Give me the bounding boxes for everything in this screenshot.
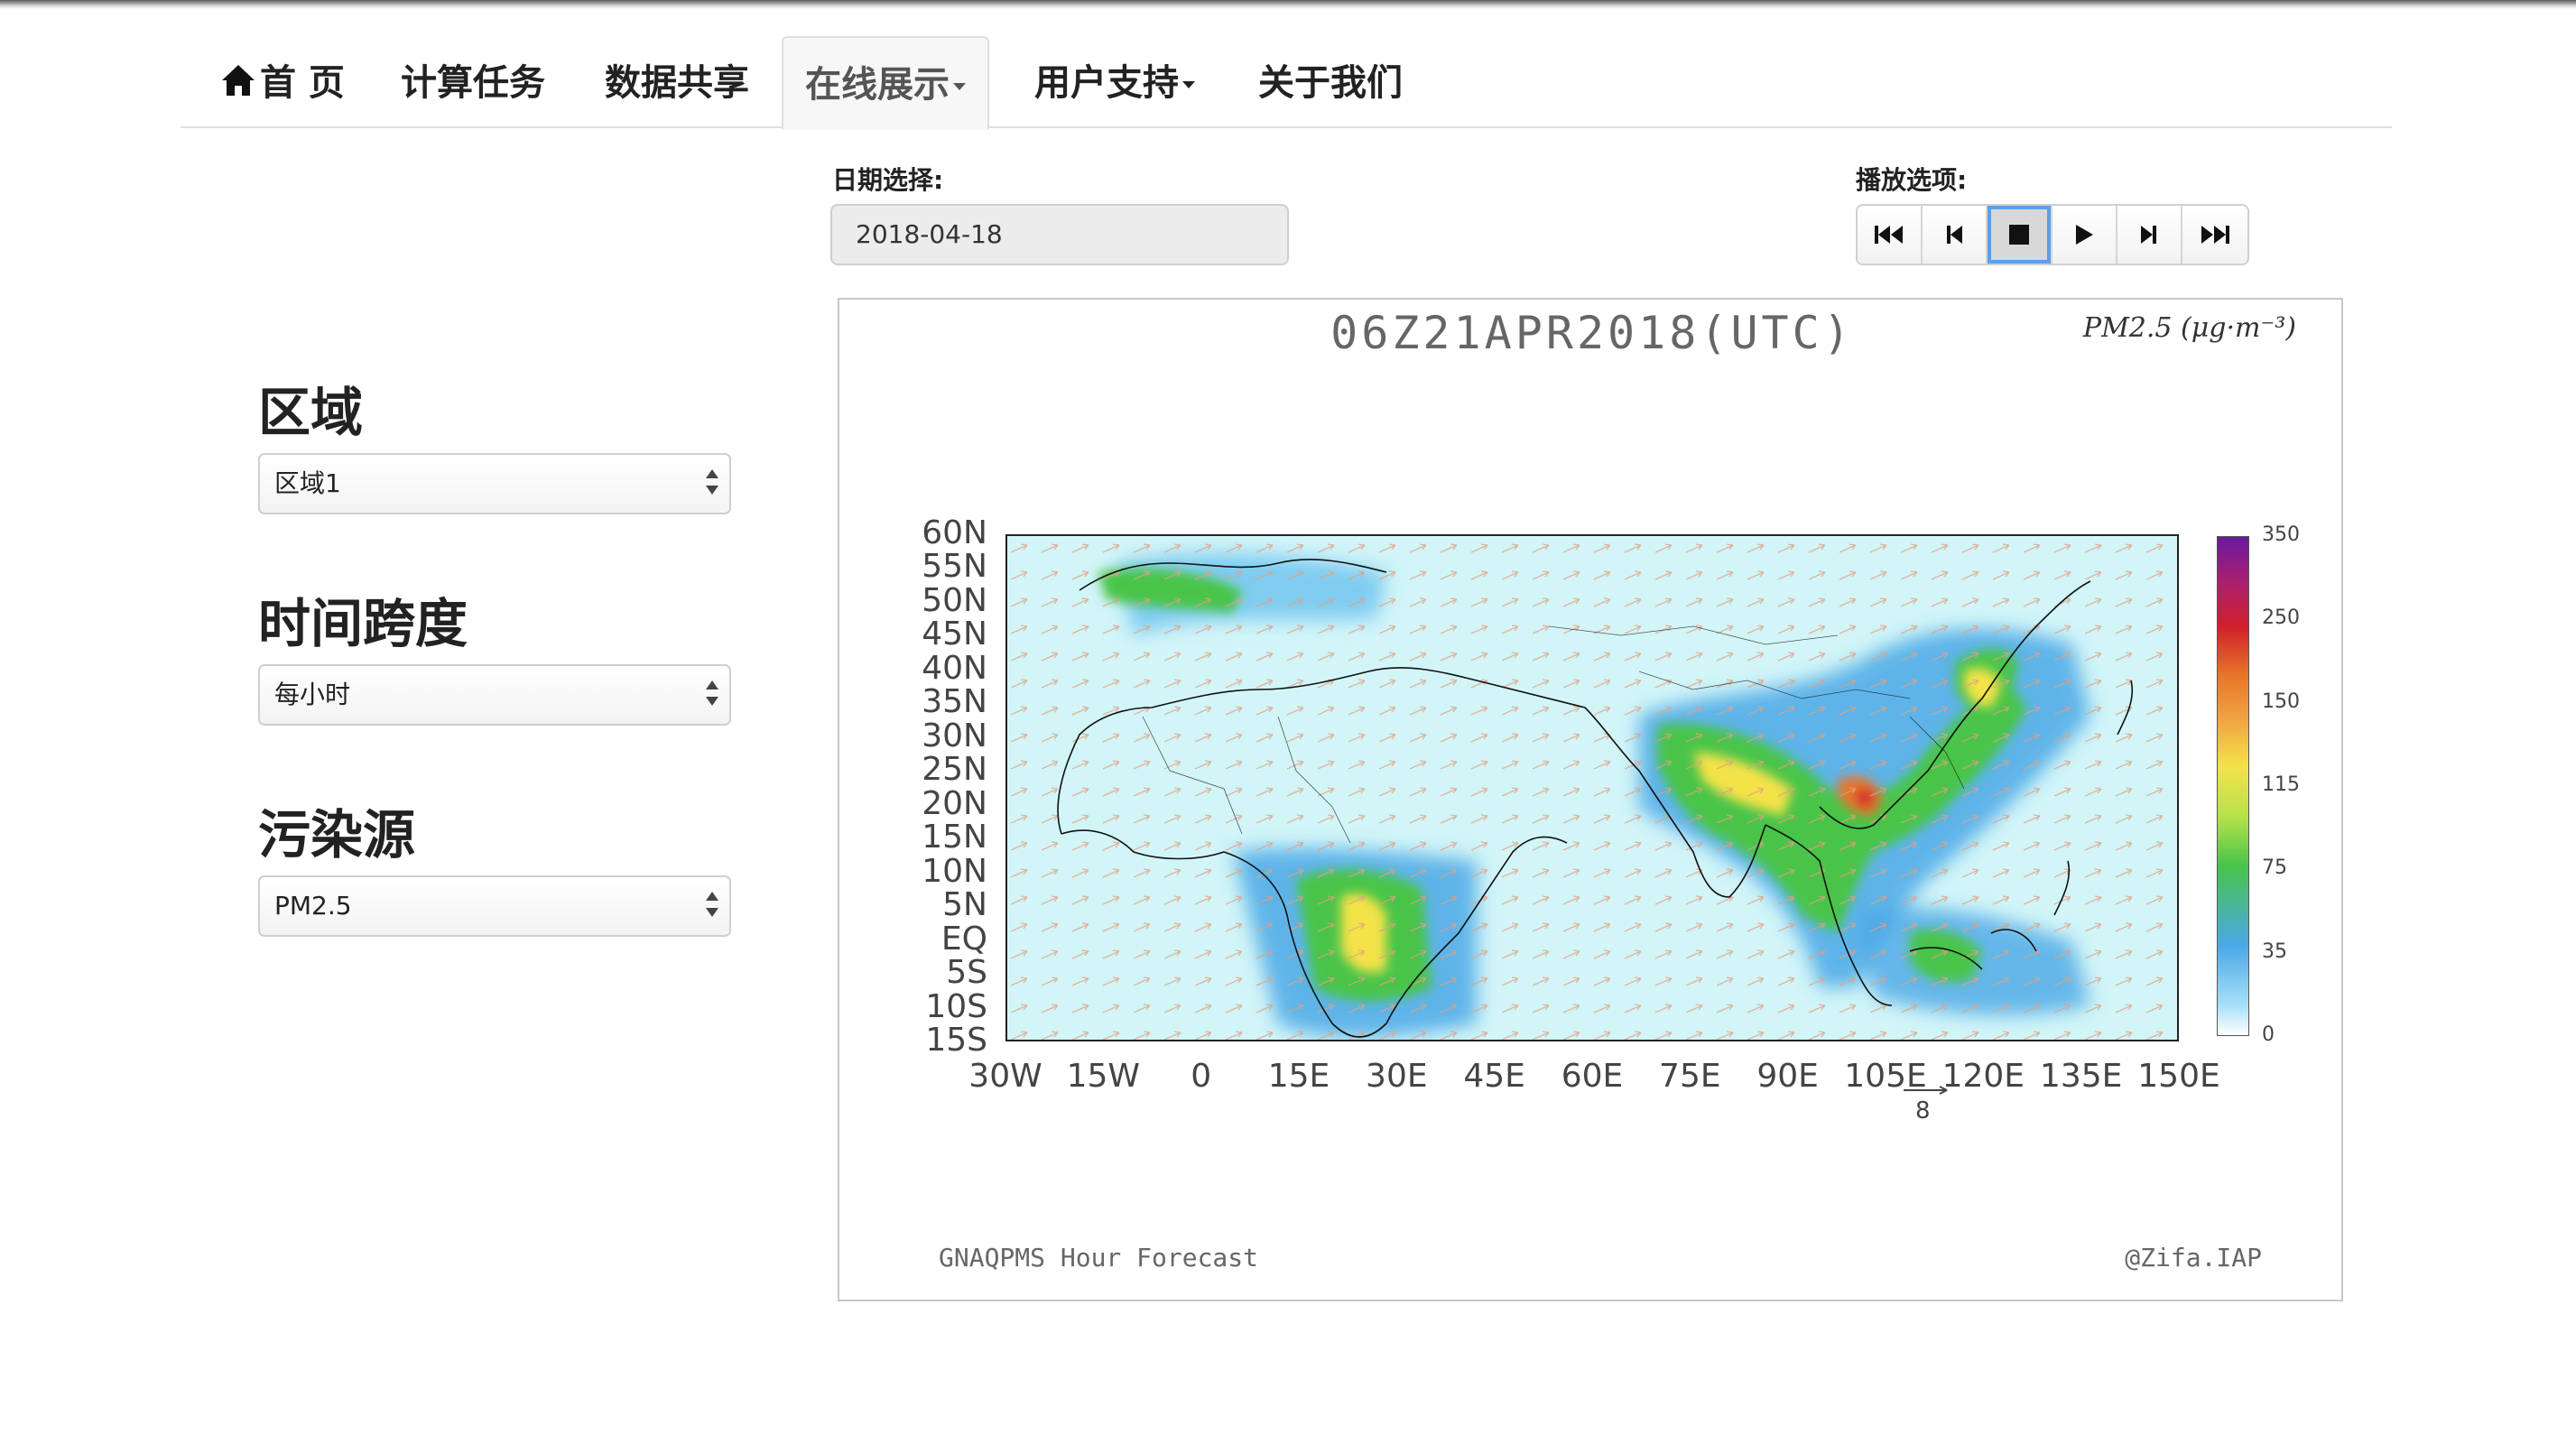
- select-arrows-icon: [706, 680, 718, 709]
- nav-online-display[interactable]: 在线展示: [782, 36, 989, 130]
- colorbar-label: 35: [2262, 939, 2287, 963]
- latitude-label: 10N: [922, 852, 987, 890]
- region-select[interactable]: 区域1: [258, 453, 731, 514]
- colorbar-label: 150: [2262, 689, 2300, 713]
- previous-icon: [1947, 226, 1962, 244]
- nav-home[interactable]: 首 页: [199, 36, 366, 128]
- pollutant-select[interactable]: PM2.5: [258, 875, 731, 937]
- longitude-label: 30W: [968, 1058, 1042, 1095]
- select-arrows-icon: [706, 469, 718, 498]
- latitude-label: 30N: [922, 717, 987, 754]
- nav-data-sharing-label: 数据共享: [605, 62, 749, 104]
- next-frame-button[interactable]: [2117, 206, 2182, 264]
- stop-icon: [2009, 225, 2029, 245]
- latitude-label: 50N: [922, 581, 987, 619]
- browser-top-shadow: [0, 0, 2576, 9]
- figure-footer-left: GNAQPMS Hour Forecast: [939, 1243, 1259, 1273]
- latitude-label: 5N: [942, 886, 987, 924]
- latitude-label: 5S: [946, 954, 987, 992]
- latitude-label: 60N: [922, 514, 987, 551]
- nav-compute-tasks-label: 计算任务: [401, 62, 545, 104]
- colorbar-label: 75: [2262, 856, 2287, 880]
- figure-title: 06Z21APR2018(UTC): [1330, 307, 1854, 359]
- nav-about-us[interactable]: 关于我们: [1237, 36, 1424, 128]
- last-icon: [2201, 226, 2229, 244]
- longitude-label: 150E: [2137, 1058, 2220, 1095]
- nav-online-display-label: 在线展示: [805, 64, 950, 106]
- nav-user-support-label: 用户支持: [1034, 62, 1179, 104]
- longitude-label: 45E: [1463, 1058, 1525, 1095]
- longitude-label: 15E: [1267, 1058, 1330, 1095]
- previous-frame-button[interactable]: [1923, 206, 1988, 264]
- timespan-label: 时间跨度: [258, 593, 468, 654]
- pm25-map: [1005, 534, 2179, 1041]
- date-input[interactable]: 2018-04-18: [830, 204, 1289, 265]
- timespan-select[interactable]: 每小时: [258, 664, 731, 726]
- first-icon: [1875, 226, 1903, 244]
- nav-about-us-label: 关于我们: [1258, 62, 1403, 104]
- vector-reference-arrow-icon: [1904, 1086, 1948, 1095]
- longitude-label: 0: [1191, 1058, 1212, 1095]
- latitude-label: 45N: [922, 615, 987, 653]
- region-select-value: 区域1: [274, 468, 341, 498]
- latitude-label: 20N: [922, 784, 987, 822]
- main-nav: 首 页 计算任务 数据共享 在线展示 用户支持 关于我们: [181, 36, 2392, 130]
- nav-user-support[interactable]: 用户支持: [1013, 36, 1217, 128]
- pollutant-select-value: PM2.5: [274, 891, 352, 921]
- figure-unit: PM2.5 (μg·m⁻³): [2082, 312, 2296, 344]
- nav-data-sharing[interactable]: 数据共享: [583, 36, 771, 128]
- play-icon: [2076, 225, 2093, 245]
- longitude-label: 105E: [1844, 1058, 1927, 1095]
- colorbar-label: 250: [2262, 606, 2300, 630]
- longitude-label: 90E: [1756, 1058, 1819, 1095]
- colorbar-label: 115: [2262, 773, 2300, 796]
- figure-footer-right: @Zifa.IAP: [2125, 1243, 2262, 1273]
- chevron-down-icon: [1182, 81, 1195, 88]
- latitude-label: EQ: [941, 920, 987, 958]
- longitude-label: 75E: [1659, 1058, 1721, 1095]
- longitude-label: 135E: [2039, 1058, 2123, 1095]
- forecast-figure: 06Z21APR2018(UTC) PM2.5 (μg·m⁻³) 60N 55N 5…: [838, 298, 2343, 1301]
- date-label: 日期选择:: [832, 165, 944, 195]
- colorbar: [2217, 536, 2249, 1036]
- first-frame-button[interactable]: [1858, 206, 1923, 264]
- latitude-label: 40N: [922, 649, 987, 687]
- latitude-label: 15S: [925, 1022, 987, 1059]
- longitude-label: 60E: [1561, 1058, 1624, 1095]
- region-label: 区域: [258, 382, 364, 443]
- latitude-label: 25N: [922, 751, 987, 789]
- pm25-map-image: [1007, 536, 2177, 1040]
- latitude-label: 10S: [925, 987, 987, 1025]
- pollutant-label: 污染源: [258, 804, 416, 865]
- latitude-label: 55N: [922, 548, 987, 586]
- longitude-label: 120E: [1941, 1058, 2025, 1095]
- timespan-select-value: 每小时: [274, 680, 351, 709]
- last-frame-button[interactable]: [2182, 206, 2247, 264]
- latitude-label: 35N: [922, 683, 987, 721]
- nav-compute-tasks[interactable]: 计算任务: [379, 36, 567, 128]
- playback-controls: [1856, 204, 2249, 265]
- next-icon: [2141, 226, 2156, 244]
- colorbar-label: 0: [2262, 1023, 2275, 1046]
- playback-label: 播放选项:: [1856, 165, 1968, 195]
- play-button[interactable]: [2052, 206, 2117, 264]
- stop-button[interactable]: [1988, 206, 2052, 264]
- nav-home-label: 首 页: [260, 62, 345, 104]
- chevron-down-icon: [953, 83, 966, 90]
- home-icon: [220, 40, 256, 134]
- colorbar-label: 350: [2262, 523, 2300, 546]
- longitude-label: 15W: [1066, 1058, 1141, 1095]
- longitude-label: 30E: [1366, 1058, 1428, 1095]
- latitude-label: 15N: [922, 819, 987, 856]
- vector-reference-label: 8: [1915, 1097, 1931, 1124]
- select-arrows-icon: [706, 892, 718, 921]
